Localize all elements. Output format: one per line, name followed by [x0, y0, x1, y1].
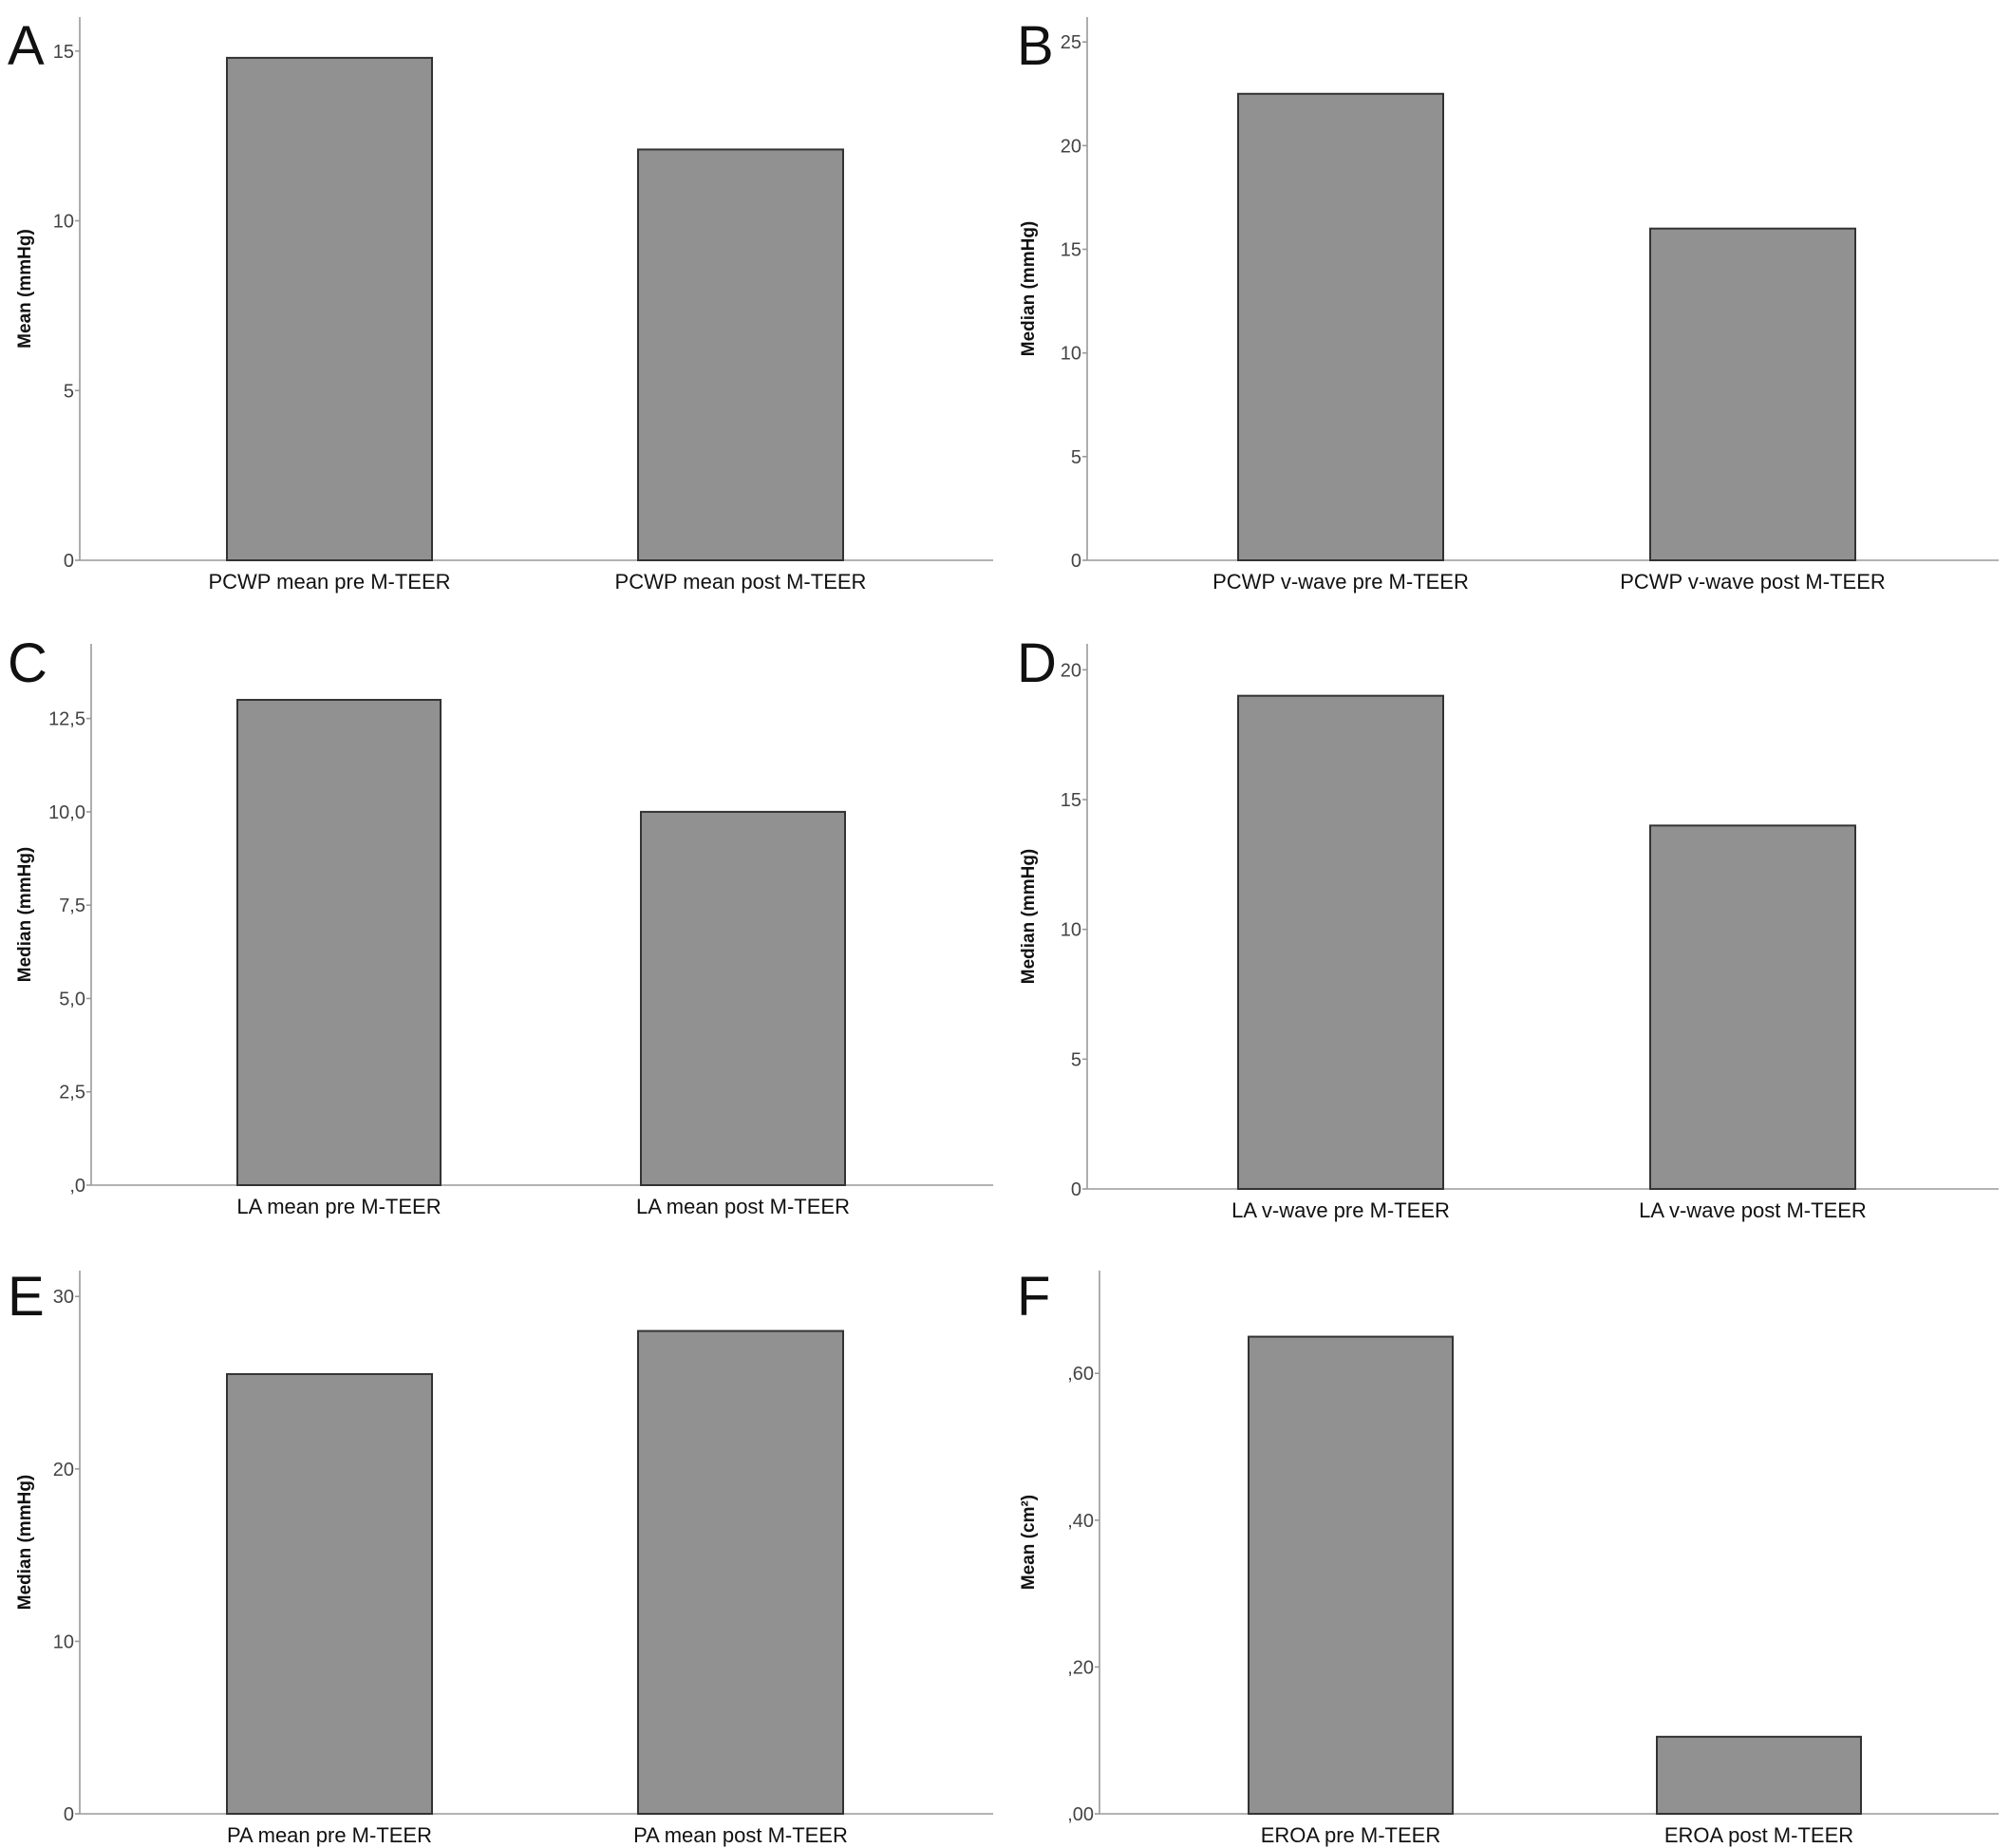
- panel-letter: D: [1017, 632, 1057, 694]
- bar-post: [640, 810, 846, 1186]
- y-tick-label: 20: [1061, 136, 1081, 157]
- y-tick-label: 20: [1061, 660, 1081, 681]
- chart-panel-b: B 0 5 10 15 20 25 Median (mmHg) PCWP v-wave pre …: [1017, 15, 1999, 594]
- y-tick-label: 5: [1071, 447, 1081, 468]
- y-axis-label: Mean (mmHg): [15, 229, 35, 349]
- y-tick-label: ,40: [1067, 1511, 1094, 1532]
- y-tick-label: 0: [1071, 551, 1081, 572]
- x-category-label: PA mean pre M-TEER: [227, 1823, 432, 1847]
- bar-post: [637, 1329, 844, 1815]
- y-tick-label: 10: [53, 212, 74, 233]
- y-tick-label: 15: [1061, 790, 1081, 811]
- y-tick-label: 7,5: [59, 896, 85, 916]
- bar-pre: [1237, 92, 1444, 561]
- y-tick-label: 10,0: [48, 802, 85, 823]
- y-tick-label: 15: [53, 42, 74, 63]
- chart-panel-d: D 0 5 10 15 20 Median (mmHg) LA v-wave pre M-TE…: [1017, 632, 1999, 1222]
- panel-letter: B: [1017, 15, 1054, 77]
- y-tick-label: 5: [1071, 1049, 1081, 1070]
- y-tick-label: 0: [64, 1804, 74, 1825]
- y-tick-label: 0: [1071, 1179, 1081, 1200]
- y-tick-label: ,00: [1067, 1804, 1094, 1825]
- panel-letter: A: [8, 15, 45, 77]
- x-category-label: LA v-wave pre M-TEER: [1231, 1198, 1450, 1222]
- x-category-label: EROA pre M-TEER: [1261, 1823, 1440, 1847]
- x-category-label: PA mean post M-TEER: [633, 1823, 848, 1847]
- x-category-label: PCWP mean post M-TEER: [615, 570, 867, 594]
- y-tick-label: 0: [64, 551, 74, 572]
- bar-pre: [1237, 694, 1444, 1190]
- chart-panel-a: A 0 5 10 15 Mean (mmHg) PCWP mean pre M-TEER PC…: [8, 15, 993, 594]
- y-tick-label: 5,0: [59, 989, 85, 1009]
- y-axis-label: Median (mmHg): [1019, 221, 1039, 357]
- bar-pre: [236, 698, 442, 1186]
- x-category-label: EROA post M-TEER: [1664, 1823, 1853, 1847]
- y-axis-label: Median (mmHg): [1019, 849, 1039, 985]
- bar-post: [1656, 1735, 1862, 1816]
- y-tick-label: 10: [53, 1631, 74, 1652]
- y-tick-label: 15: [1061, 240, 1081, 261]
- bar-pre: [1248, 1335, 1454, 1816]
- y-axis-label: Median (mmHg): [15, 1475, 35, 1611]
- y-tick-label: ,60: [1067, 1364, 1094, 1385]
- y-tick-label: 25: [1061, 32, 1081, 53]
- y-axis-label: Mean (cm²): [1019, 1495, 1039, 1590]
- chart-panel-f: F ,00 ,20 ,40 ,60 Mean (cm²) EROA pre M-TEER ER…: [1017, 1266, 1999, 1847]
- y-tick-label: ,20: [1067, 1657, 1094, 1678]
- x-category-label: PCWP v-wave pre M-TEER: [1212, 570, 1469, 594]
- panel-letter: E: [8, 1266, 45, 1328]
- panel-letter: C: [8, 632, 47, 694]
- y-tick-label: 5: [64, 381, 74, 402]
- x-category-label: LA mean post M-TEER: [636, 1195, 850, 1218]
- y-tick-label: 12,5: [48, 709, 85, 730]
- bar-post: [1649, 824, 1856, 1190]
- y-axis-label: Median (mmHg): [15, 847, 35, 983]
- chart-panel-c: C ,0 2,5 5,0 7,5 10,0 12,5 Median (mmHg) LA mean…: [8, 632, 993, 1218]
- y-tick-label: 2,5: [59, 1083, 85, 1103]
- chart-panel-e: E 0 10 20 30 Median (mmHg) PA mean pre M-TEER P…: [8, 1266, 993, 1847]
- bar-post: [637, 148, 844, 562]
- y-tick-label: 10: [1061, 920, 1081, 941]
- y-tick-label: 30: [53, 1287, 74, 1308]
- x-category-label: LA v-wave post M-TEER: [1639, 1198, 1867, 1222]
- bar-pre: [226, 1372, 433, 1815]
- x-category-label: LA mean pre M-TEER: [236, 1195, 441, 1218]
- x-category-label: PCWP mean pre M-TEER: [208, 570, 450, 594]
- bar-pre: [226, 56, 433, 561]
- y-tick-label: 20: [53, 1460, 74, 1480]
- bar-post: [1649, 227, 1856, 562]
- y-tick-label: ,0: [69, 1176, 85, 1197]
- y-tick-label: 10: [1061, 344, 1081, 365]
- x-category-label: PCWP v-wave post M-TEER: [1620, 570, 1886, 594]
- panel-letter: F: [1017, 1266, 1050, 1328]
